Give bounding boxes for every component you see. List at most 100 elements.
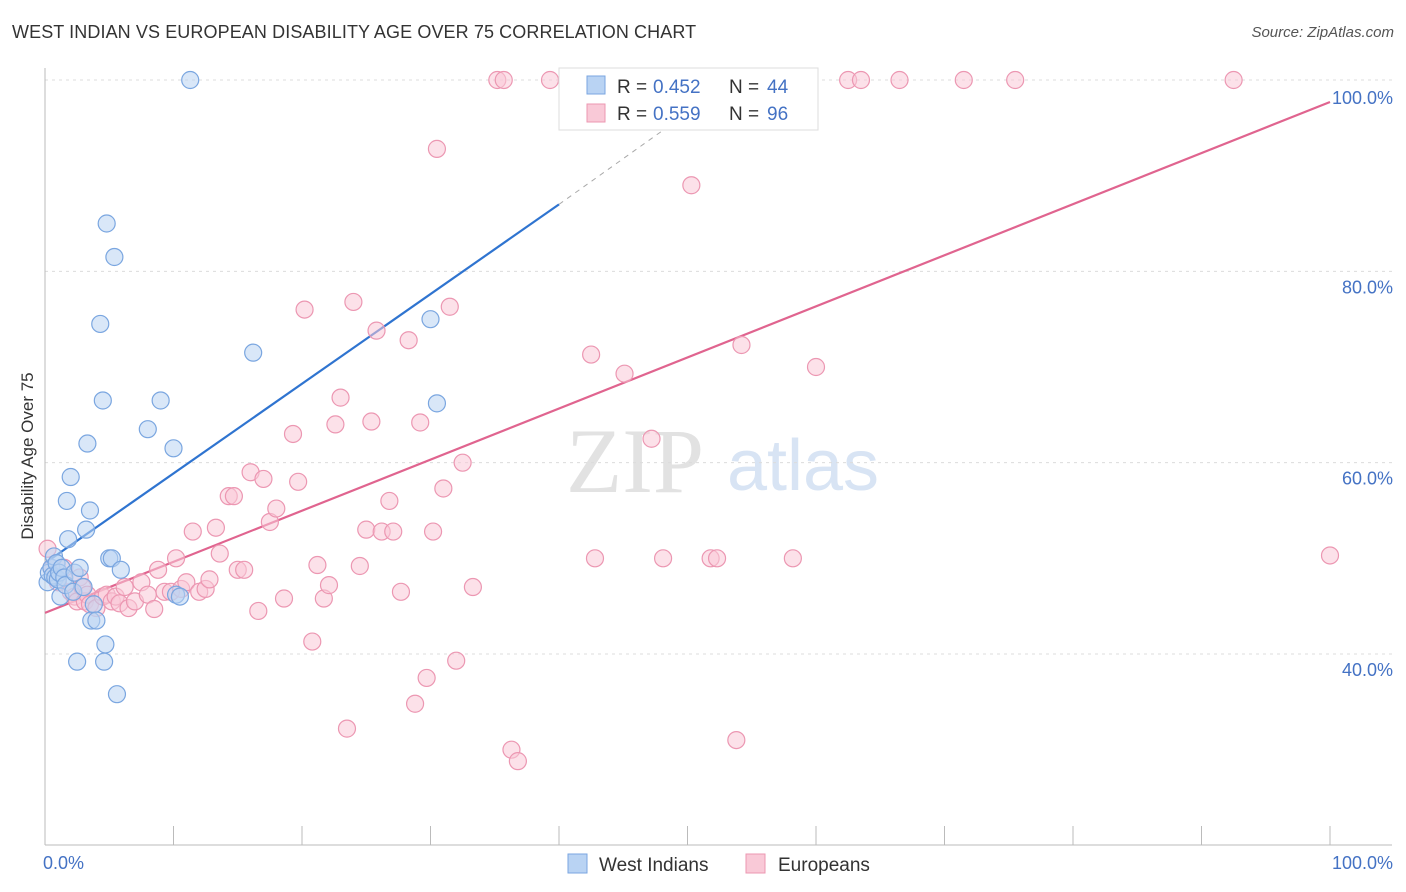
legend-n-value-2: 96 [767,104,788,125]
europeans-point-100 [1224,70,1243,90]
europeans-point-94 [806,357,826,377]
europeans-point-89 [707,549,727,568]
legend-bottom-swatch-europeans [745,853,766,874]
europeans-point-35 [210,544,229,563]
europeans-point-99 [1006,70,1025,90]
west-indians-point-41 [170,587,190,606]
europeans-point-98 [954,70,973,90]
west-indians-point-42 [181,70,200,90]
europeans-point-80 [540,70,560,90]
europeans-point-73 [447,651,466,670]
europeans-point-41 [249,601,268,621]
y-tick-label-40: 40.0% [1342,660,1393,680]
west-indians-point-25 [84,595,103,614]
legend-bottom-label-west-indians: West Indians [599,855,708,876]
watermark-atlas: atlas [727,426,879,506]
europeans-point-86 [653,549,673,568]
europeans-point-97 [890,70,909,90]
trend-lines [44,98,1331,614]
europeans-point-96 [851,70,871,90]
europeans-point-65 [399,331,418,350]
europeans-point-44 [267,499,286,518]
legend-n-value-1: 44 [767,77,789,98]
europeans-point-85 [642,429,661,448]
europeans-point-62 [380,491,399,511]
legend-n-label-2: N = [729,104,759,125]
west-indians-point-21 [77,520,96,539]
west-indians-point-43 [244,343,263,362]
west-indians-trend-line [44,203,560,565]
europeans-point-39 [235,560,254,579]
west-indians-point-23 [80,501,100,520]
watermark-zip: ZIP [566,410,704,512]
source-label: Source: ZipAtlas.com [1251,24,1394,41]
europeans-trend-line [44,100,1331,614]
legend-bottom-label-europeans: Europeans [778,855,870,876]
europeans-point-93 [783,549,802,568]
europeans-point-54 [331,388,350,407]
europeans-point-74 [453,453,472,472]
west-indians-point-36 [111,560,130,579]
chart-title: WEST INDIAN VS EUROPEAN DISABILITY AGE O… [12,22,697,42]
west-indians-point-26 [87,611,106,630]
y-tick-label-60: 60.0% [1342,469,1393,489]
axes: 40.0% 60.0% 80.0% 100.0% 0.0% 100.0% [43,68,1393,873]
europeans-point-72 [440,297,459,316]
europeans-point-71 [434,479,453,498]
west-indians-point-15 [61,467,80,487]
europeans-point-66 [405,694,425,713]
europeans-point-23 [145,599,164,619]
west-indians-point-14 [59,530,78,549]
europeans-point-70 [427,139,447,158]
europeans-point-48 [295,300,314,319]
europeans-point-58 [357,520,376,539]
europeans-point-42 [254,469,273,489]
west-indians-point-18 [68,652,87,671]
west-indians-point-30 [96,635,115,654]
europeans-point-52 [319,576,339,595]
legend-bottom: West Indians Europeans [567,853,870,876]
europeans-point-84 [615,364,634,383]
europeans-point-67 [411,413,430,432]
europeans-point-83 [585,549,605,568]
europeans-point-34 [206,518,226,537]
europeans-point-60 [367,321,386,340]
x-tick-label-100: 100.0% [1332,853,1393,873]
europeans-point-56 [344,292,363,312]
europeans-point-101 [1320,546,1340,565]
west-indians-point-39 [164,439,183,458]
west-indians-point-28 [93,391,112,410]
legend-r-value-1: 0.452 [653,77,701,98]
europeans-point-30 [183,522,202,541]
legend-r-label-2: R = [617,104,647,125]
europeans-point-91 [727,730,746,750]
europeans-point-64 [391,582,411,601]
europeans-point-53 [326,415,345,434]
europeans-point-75 [463,577,483,597]
west-indians-point-38 [151,391,170,410]
west-indians-point-29 [95,652,114,671]
west-indians-point-45 [427,394,447,413]
y-tick-label-80: 80.0% [1342,277,1393,297]
west-indians-point-34 [105,247,124,267]
legend-bottom-swatch-west-indians [567,853,588,874]
grid [45,79,1392,655]
europeans-point-79 [508,752,527,771]
europeans-point-68 [417,668,436,688]
europeans-point-82 [582,345,601,364]
europeans-point-47 [289,472,308,491]
west-indians-point-13 [57,491,76,511]
europeans-point-37 [224,487,243,506]
west-indians-point-19 [70,558,89,578]
x-tick-label-0: 0.0% [43,853,84,873]
europeans-point-49 [303,632,322,651]
europeans-point-63 [384,522,403,541]
data-points [38,70,1340,771]
europeans-point-33 [200,570,219,589]
west-indians-point-27 [91,314,110,334]
europeans-point-24 [148,560,168,579]
europeans-point-18 [115,577,134,597]
y-axis-title: Disability Age Over 75 [18,372,37,539]
europeans-point-57 [350,556,369,576]
